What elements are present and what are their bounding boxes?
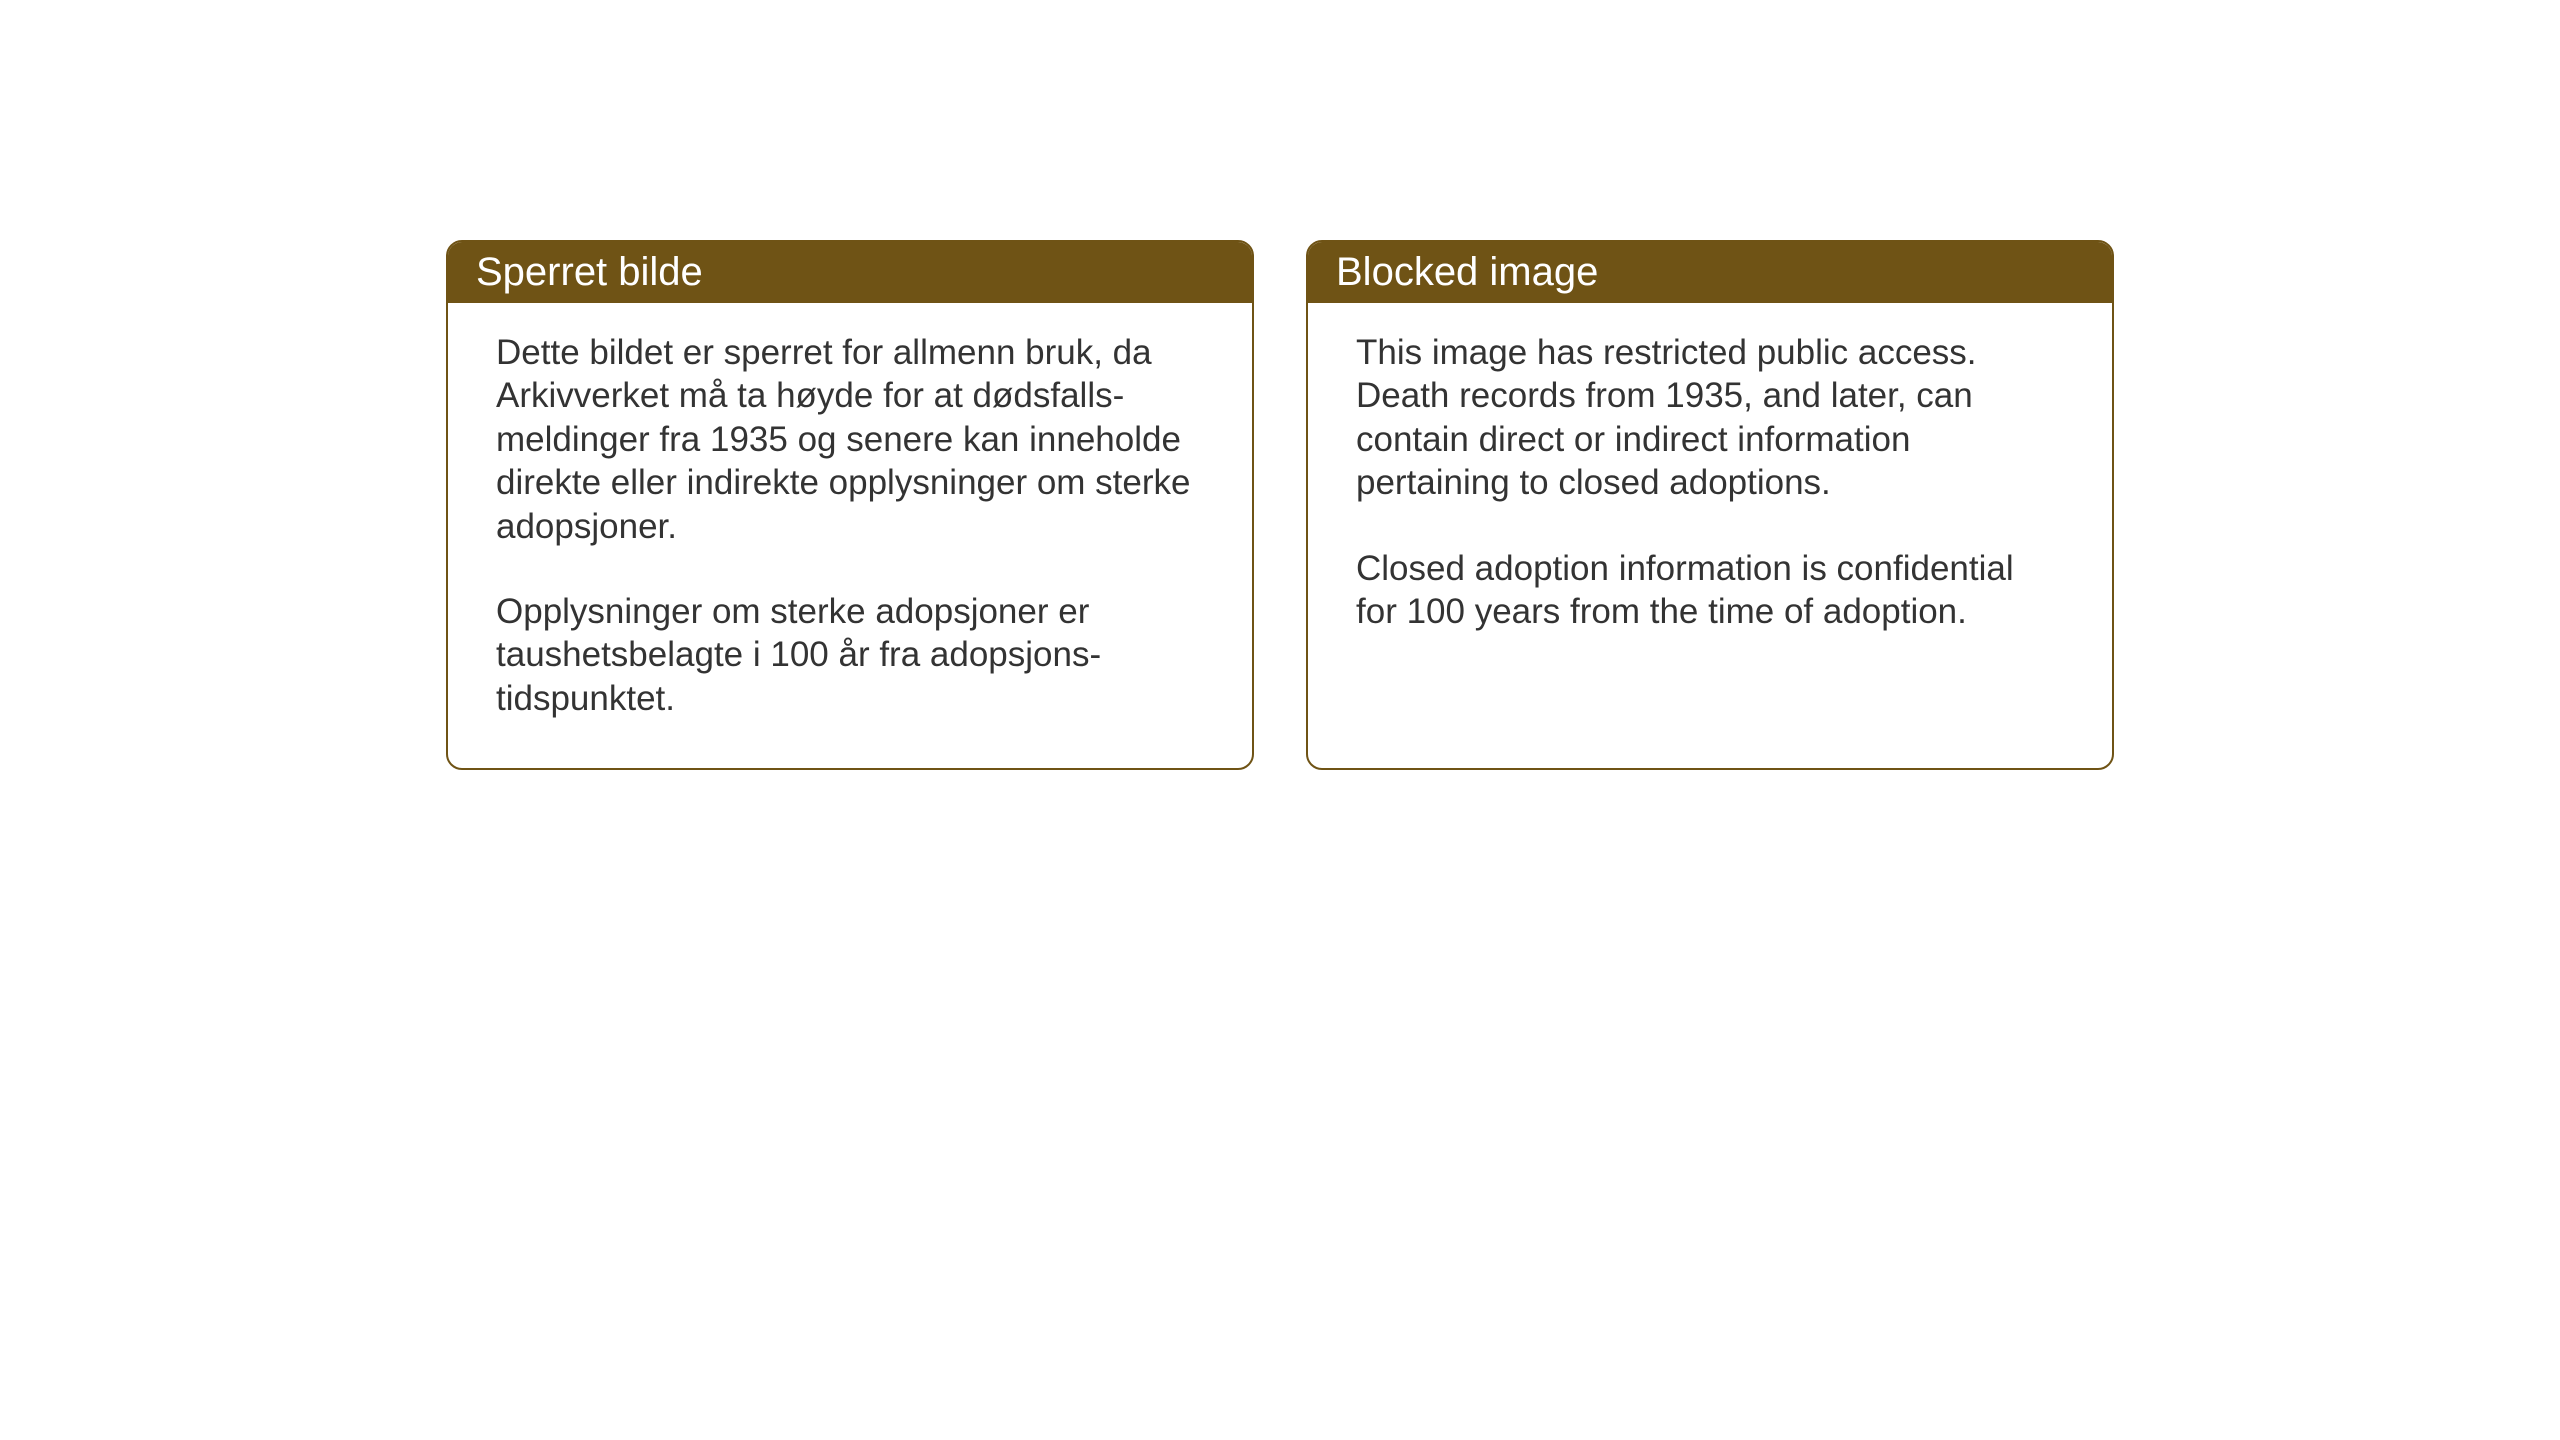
notice-paragraph-1-english: This image has restricted public access.…	[1356, 331, 2064, 505]
notice-title-norwegian: Sperret bilde	[476, 250, 703, 294]
notice-paragraph-1-norwegian: Dette bildet er sperret for allmenn bruk…	[496, 331, 1204, 548]
notice-body-english: This image has restricted public access.…	[1308, 303, 2112, 681]
notice-body-norwegian: Dette bildet er sperret for allmenn bruk…	[448, 303, 1252, 768]
notice-paragraph-2-english: Closed adoption information is confident…	[1356, 547, 2064, 634]
notice-container: Sperret bilde Dette bildet er sperret fo…	[446, 240, 2114, 770]
notice-title-english: Blocked image	[1336, 250, 1598, 294]
notice-box-norwegian: Sperret bilde Dette bildet er sperret fo…	[446, 240, 1254, 770]
notice-box-english: Blocked image This image has restricted …	[1306, 240, 2114, 770]
notice-header-norwegian: Sperret bilde	[448, 242, 1252, 303]
notice-paragraph-2-norwegian: Opplysninger om sterke adopsjoner er tau…	[496, 590, 1204, 720]
notice-header-english: Blocked image	[1308, 242, 2112, 303]
